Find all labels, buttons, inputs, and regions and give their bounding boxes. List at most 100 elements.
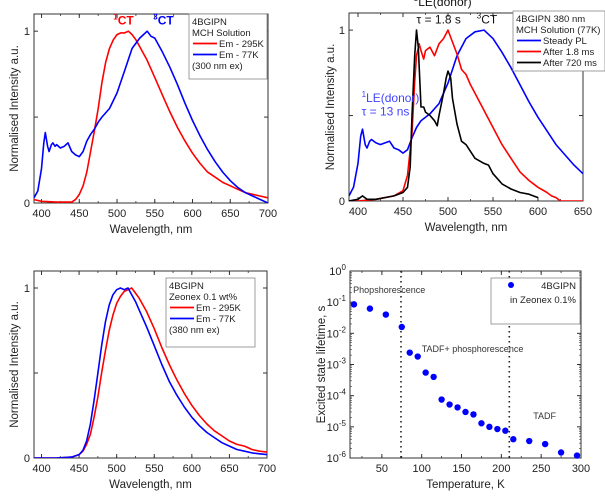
y-tick-label: 1 bbox=[24, 26, 30, 38]
annotation: 3CT bbox=[153, 12, 174, 27]
plot-frame bbox=[33, 13, 269, 204]
y-tick-label: 0 bbox=[24, 198, 30, 210]
data-point bbox=[350, 301, 358, 308]
data-point bbox=[414, 353, 421, 360]
legend-box bbox=[165, 277, 256, 348]
x-axis-label: Temperature, K bbox=[426, 479, 505, 491]
x-axis-label: Wavelength, nm bbox=[425, 222, 508, 234]
legend-label: Em - 295K bbox=[219, 39, 265, 50]
series-line-em-295k bbox=[34, 30, 268, 203]
x-tick-label: 700 bbox=[259, 208, 277, 220]
annotation: τ = 1.8 s bbox=[417, 12, 461, 26]
region-label: TADF+ phosphorescence bbox=[422, 344, 524, 354]
legend-header: MCH Solution bbox=[192, 28, 251, 39]
x-tick-label: 250 bbox=[532, 463, 550, 475]
x-tick-label: 400 bbox=[32, 463, 50, 475]
y-tick-label: 10-3 bbox=[327, 357, 347, 372]
x-tick-label: 450 bbox=[70, 463, 88, 475]
y-axis-label: Excited state lifetime, s bbox=[316, 305, 328, 423]
x-tick-label: 600 bbox=[529, 206, 547, 218]
data-point bbox=[526, 437, 533, 445]
legend-label: Steady PL bbox=[543, 36, 587, 47]
data-point bbox=[510, 436, 517, 443]
x-tick-label: 600 bbox=[183, 463, 201, 475]
legend-box bbox=[490, 277, 581, 325]
y-tick-label: 0 bbox=[24, 453, 30, 465]
legend-box bbox=[188, 13, 268, 80]
data-point bbox=[454, 404, 461, 411]
legend-label: After 720 ms bbox=[543, 58, 597, 69]
y-tick-label: 1 bbox=[24, 283, 30, 295]
legend-header: 4BGIPN bbox=[192, 17, 227, 28]
data-point bbox=[422, 369, 429, 376]
x-tick-label: 550 bbox=[484, 206, 502, 218]
panel-b: 400 450 500 550 600 650 0 1 Wavelength, nm Normal… bbox=[325, 0, 605, 234]
data-point bbox=[478, 420, 485, 427]
y-tick-label: 10-5 bbox=[327, 419, 347, 434]
x-tick-label: 400 bbox=[349, 206, 367, 218]
series-line-em-77k bbox=[34, 30, 268, 203]
legend-header: Zeonex 0.1 wt% bbox=[169, 292, 238, 303]
data-point bbox=[366, 305, 374, 312]
legend-label: After 1.8 ms bbox=[543, 47, 594, 58]
legend-footer: (380 nm ex) bbox=[169, 325, 220, 336]
data-point bbox=[557, 449, 565, 456]
x-tick-label: 200 bbox=[492, 463, 510, 475]
x-axis-label: Wavelength, nm bbox=[109, 479, 192, 491]
x-tick-label: 450 bbox=[394, 206, 412, 218]
y-tick-label: 10-2 bbox=[327, 325, 347, 340]
legend: 4BGIPN in Zeonex 0.1% bbox=[490, 277, 581, 325]
data-point bbox=[438, 396, 445, 403]
x-tick-label: 500 bbox=[108, 208, 126, 220]
data-point bbox=[486, 423, 493, 431]
annotation: 1CT bbox=[113, 12, 134, 27]
data-point bbox=[541, 440, 549, 448]
legend-label: Em - 77K bbox=[196, 314, 236, 325]
y-axis-label: Normalised Intensity a.u. bbox=[325, 44, 337, 171]
data-point bbox=[470, 411, 477, 418]
data-point bbox=[462, 408, 469, 416]
data-point bbox=[494, 425, 501, 433]
x-tick-label: 400 bbox=[32, 208, 50, 220]
x-tick-label: 450 bbox=[70, 208, 88, 220]
annotation: τ = 13 ns bbox=[362, 105, 410, 119]
x-tick-label: 500 bbox=[107, 463, 125, 475]
legend-header: 4BGIPN 380 nm bbox=[516, 14, 585, 25]
annotation: 1LE(donor) bbox=[362, 90, 420, 105]
legend-footer: in Zeonex 0.1% bbox=[510, 295, 577, 306]
x-tick-label: 650 bbox=[574, 206, 592, 218]
x-tick-label: 650 bbox=[221, 208, 239, 220]
data-point bbox=[382, 311, 390, 318]
x-tick-label: 150 bbox=[452, 463, 470, 475]
region-label: Phopshorescence bbox=[353, 285, 425, 295]
x-tick-label: 650 bbox=[220, 463, 238, 475]
region-label: TADF bbox=[533, 411, 556, 421]
plot-frame bbox=[348, 12, 584, 202]
series-line-em-295k bbox=[34, 287, 267, 458]
y-axis-label: Normalised Intensity a.u. bbox=[9, 301, 21, 428]
x-tick-label: 550 bbox=[145, 463, 163, 475]
series-line-em-77k bbox=[34, 287, 267, 458]
legend-header: MCH Solution (77K) bbox=[516, 25, 600, 36]
panel-a: 400 450 500 550 600 650 700 0 1 Wavelength, nm Nor… bbox=[9, 12, 277, 236]
legend-footer: (300 nm ex) bbox=[192, 61, 243, 72]
y-tick-label: 10-6 bbox=[327, 450, 347, 465]
plot-frame bbox=[33, 270, 268, 459]
legend-header: 4BGIPN bbox=[169, 281, 204, 292]
series-line-after-720-ms bbox=[349, 29, 539, 201]
x-tick-label: 500 bbox=[439, 206, 457, 218]
legend-label: Em - 77K bbox=[219, 50, 259, 61]
x-axis-label: Wavelength, nm bbox=[110, 224, 193, 236]
data-point bbox=[430, 373, 437, 381]
x-tick-label: 600 bbox=[183, 208, 201, 220]
panel-d: 50 100 150 200 250 300 100 10-1 10-2 10-3 10-4 10-5… bbox=[316, 263, 590, 491]
x-tick-label: 50 bbox=[376, 463, 388, 475]
y-tick-label: 1 bbox=[339, 25, 345, 37]
annotation: 3CT bbox=[477, 11, 498, 26]
x-tick-label: 700 bbox=[258, 463, 276, 475]
data-point bbox=[446, 401, 453, 408]
